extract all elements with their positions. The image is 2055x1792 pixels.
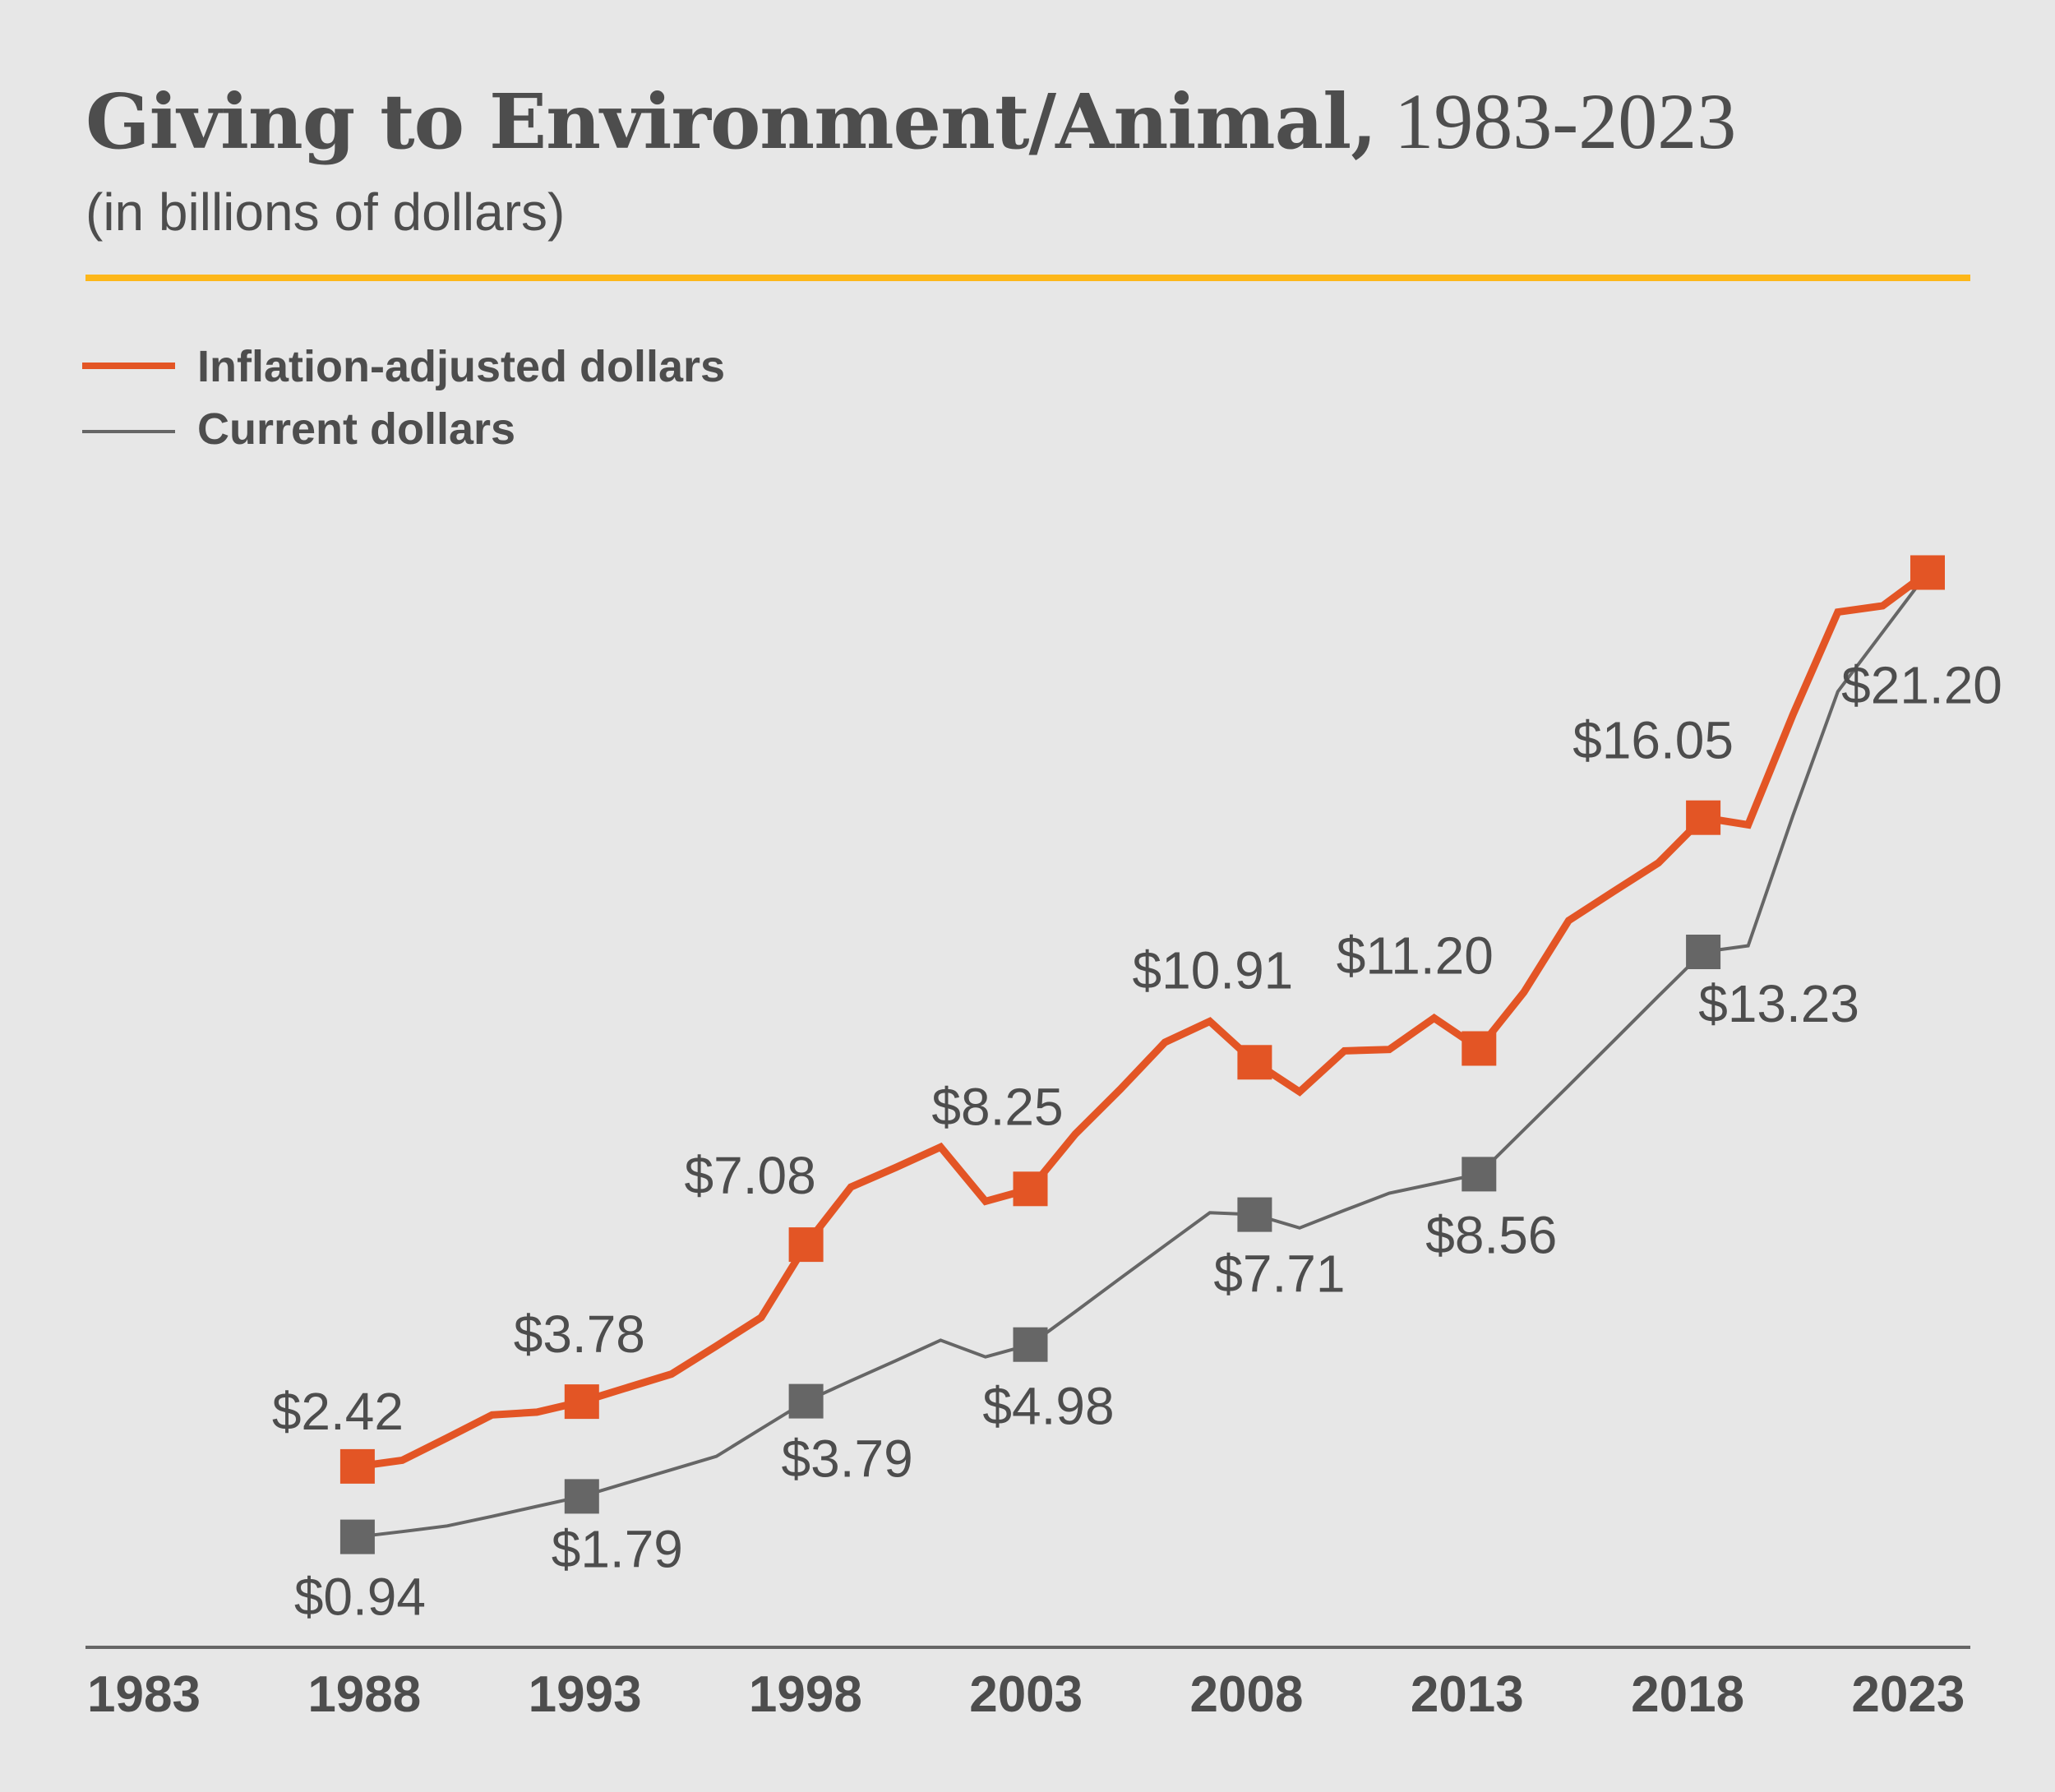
x-tick-label-1998: 1998 bbox=[749, 1666, 862, 1723]
marker-inflation-adjusted-2023 bbox=[1910, 555, 1945, 590]
data-label-current-2018: $13.23 bbox=[1698, 974, 1859, 1033]
data-label-inflation-adjusted-2018: $16.05 bbox=[1572, 711, 1734, 770]
marker-current-2008 bbox=[1237, 1197, 1272, 1232]
chart-title-main: Giving to Environment/Animal, bbox=[85, 77, 1376, 166]
marker-current-2013 bbox=[1462, 1157, 1497, 1192]
data-label-inflation-adjusted-2013: $11.20 bbox=[1337, 926, 1494, 986]
data-label-inflation-adjusted-1993: $3.78 bbox=[514, 1305, 645, 1364]
chart-subtitle: (in billions of dollars) bbox=[85, 182, 565, 242]
legend-item-current: Current dollars bbox=[82, 404, 515, 454]
marker-inflation-adjusted-1998 bbox=[788, 1227, 824, 1263]
legend: Inflation-adjusted dollars Current dolla… bbox=[82, 342, 725, 454]
marker-current-2003 bbox=[1013, 1327, 1048, 1362]
x-tick-label-1983: 1983 bbox=[87, 1666, 201, 1723]
legend-label-inflation-adjusted: Inflation-adjusted dollars bbox=[197, 342, 725, 391]
data-label-inflation-adjusted-1998: $7.08 bbox=[685, 1146, 816, 1205]
series-line-current bbox=[357, 571, 1929, 1539]
data-label-current-1993: $1.79 bbox=[552, 1519, 683, 1578]
x-tick-label-1988: 1988 bbox=[307, 1666, 421, 1723]
x-tick-label-2023: 2023 bbox=[1851, 1666, 1965, 1723]
series-line-inflation-adjusted bbox=[357, 569, 1930, 1471]
x-tick-label-2003: 2003 bbox=[969, 1666, 1083, 1723]
x-tick-label-2013: 2013 bbox=[1411, 1666, 1524, 1723]
x-tick-label-2008: 2008 bbox=[1190, 1666, 1304, 1723]
marker-inflation-adjusted-2003 bbox=[1013, 1171, 1048, 1207]
data-labels: $0.94 $1.79 $3.79 $4.98 $7.71 $8.56 $13.23 $2.4… bbox=[272, 656, 2002, 1627]
marker-current-1988 bbox=[339, 1519, 375, 1554]
x-tick-label-1993: 1993 bbox=[529, 1666, 642, 1723]
data-label-inflation-adjusted-2023: $21.20 bbox=[1841, 656, 2002, 715]
data-label-current-2003: $4.98 bbox=[982, 1377, 1114, 1436]
marker-current-1993 bbox=[564, 1479, 599, 1514]
marker-inflation-adjusted-2018 bbox=[1686, 800, 1721, 835]
legend-swatch-inflation-adjusted bbox=[82, 363, 175, 369]
chart-title: Giving to Environment/Animal, 1983-2023 bbox=[85, 77, 1736, 166]
accent-rule bbox=[85, 275, 1970, 281]
data-label-current-2008: $7.71 bbox=[1213, 1245, 1345, 1304]
marker-current-2018 bbox=[1686, 935, 1721, 969]
chart-title-years: 1983-2023 bbox=[1394, 77, 1736, 165]
data-label-inflation-adjusted-2008: $10.91 bbox=[1133, 940, 1294, 1000]
markers bbox=[339, 555, 1945, 1554]
data-label-current-1998: $3.79 bbox=[782, 1429, 913, 1489]
data-label-inflation-adjusted-2003: $8.25 bbox=[931, 1077, 1063, 1136]
legend-label-current: Current dollars bbox=[197, 404, 515, 454]
marker-current-1998 bbox=[788, 1383, 824, 1419]
plot-area: $0.94 $1.79 $3.79 $4.98 $7.71 $8.56 $13.23 $2.4… bbox=[272, 555, 2002, 1627]
marker-inflation-adjusted-1993 bbox=[564, 1384, 599, 1420]
data-label-current-1988: $0.94 bbox=[294, 1568, 426, 1627]
data-label-inflation-adjusted-1988: $2.42 bbox=[272, 1382, 404, 1441]
data-label-current-2013: $8.56 bbox=[1425, 1205, 1557, 1264]
x-tick-label-2018: 2018 bbox=[1631, 1666, 1744, 1723]
legend-item-inflation-adjusted: Inflation-adjusted dollars bbox=[82, 342, 725, 391]
marker-inflation-adjusted-2013 bbox=[1462, 1031, 1497, 1066]
marker-inflation-adjusted-2008 bbox=[1237, 1045, 1272, 1080]
marker-inflation-adjusted-1988 bbox=[339, 1448, 375, 1484]
x-axis-tick-labels: 1983 1988 1993 1998 2003 2008 2013 2018 2023 bbox=[87, 1666, 1965, 1723]
legend-swatch-current bbox=[82, 430, 175, 433]
